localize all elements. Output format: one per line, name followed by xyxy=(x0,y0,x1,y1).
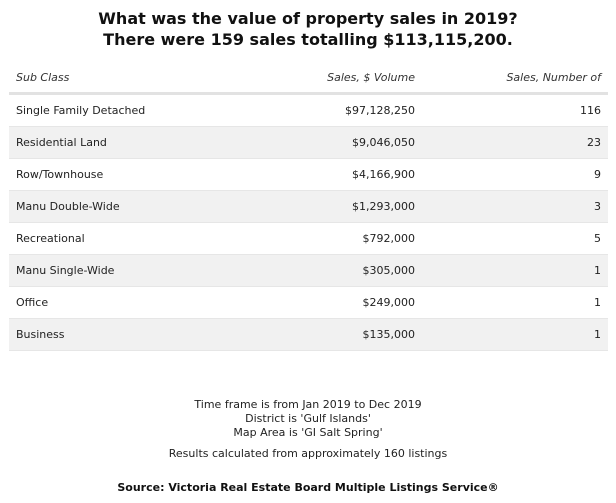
cell-sales-volume: $97,128,250 xyxy=(345,104,415,117)
table-row: Manu Single-Wide $305,000 1 xyxy=(9,255,608,287)
cell-sub-class: Residential Land xyxy=(16,136,107,149)
table-row: Business $135,000 1 xyxy=(9,319,608,351)
cell-sales-number: 116 xyxy=(580,104,601,117)
cell-sales-volume: $4,166,900 xyxy=(352,168,415,181)
map-area-note: Map Area is 'GI Salt Spring' xyxy=(233,426,383,439)
cell-sales-volume: $9,046,050 xyxy=(352,136,415,149)
cell-sales-volume: $135,000 xyxy=(362,328,416,341)
header-sales-volume: Sales, $ Volume xyxy=(327,70,415,84)
header-sales-number: Sales, Number of xyxy=(506,70,601,84)
cell-sub-class: Business xyxy=(16,328,65,341)
cell-sub-class: Manu Double-Wide xyxy=(16,200,120,213)
source-note: Source: Victoria Real Estate Board Multi… xyxy=(117,481,499,494)
results-note: Results calculated from approximately 16… xyxy=(168,447,448,460)
cell-sales-number: 1 xyxy=(594,296,601,309)
cell-sub-class: Row/Townhouse xyxy=(16,168,104,181)
title-line-2: There were 159 sales totalling $113,115,… xyxy=(103,30,513,49)
cell-sub-class: Office xyxy=(16,296,49,309)
table-row: Manu Double-Wide $1,293,000 3 xyxy=(9,191,608,223)
cell-sales-number: 5 xyxy=(594,232,601,245)
cell-sub-class: Manu Single-Wide xyxy=(16,264,115,277)
table-row: Residential Land $9,046,050 23 xyxy=(9,127,608,159)
cell-sales-volume: $1,293,000 xyxy=(352,200,415,213)
cell-sales-number: 1 xyxy=(594,328,601,341)
criteria-notes: Time frame is from Jan 2019 to Dec 2019 … xyxy=(0,398,616,440)
district-note: District is 'Gulf Islands' xyxy=(245,412,371,425)
cell-sales-number: 1 xyxy=(594,264,601,277)
cell-sub-class: Single Family Detached xyxy=(16,104,146,117)
cell-sales-volume: $792,000 xyxy=(362,232,416,245)
cell-sales-number: 9 xyxy=(594,168,601,181)
page-title: What was the value of property sales in … xyxy=(0,8,616,50)
sales-table: Sub Class Sales, $ Volume Sales, Number … xyxy=(9,62,608,351)
table-row: Single Family Detached $97,128,250 116 xyxy=(9,95,608,127)
table-row: Row/Townhouse $4,166,900 9 xyxy=(9,159,608,191)
cell-sub-class: Recreational xyxy=(16,232,85,245)
table-row: Recreational $792,000 5 xyxy=(9,223,608,255)
cell-sales-number: 3 xyxy=(594,200,601,213)
cell-sales-number: 23 xyxy=(587,136,601,149)
cell-sales-volume: $305,000 xyxy=(362,264,416,277)
table-header: Sub Class Sales, $ Volume Sales, Number … xyxy=(9,62,608,95)
timeframe-note: Time frame is from Jan 2019 to Dec 2019 xyxy=(194,398,422,411)
cell-sales-volume: $249,000 xyxy=(362,296,416,309)
table-row: Office $249,000 1 xyxy=(9,287,608,319)
title-line-1: What was the value of property sales in … xyxy=(98,9,518,28)
header-sub-class: Sub Class xyxy=(16,70,70,84)
